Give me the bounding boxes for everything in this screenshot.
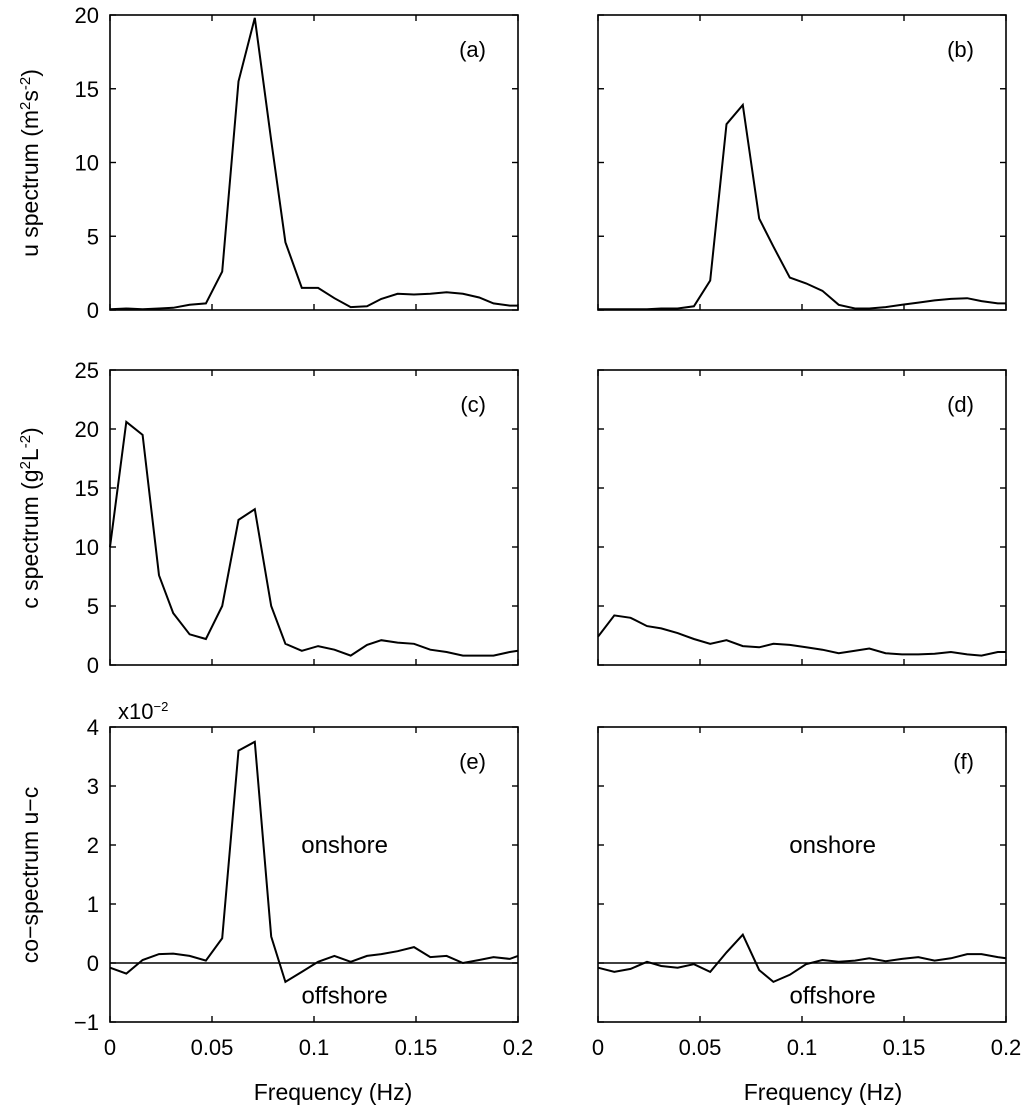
y-tick-label-c: 25 xyxy=(75,358,99,383)
panel-label-e: (e) xyxy=(459,749,486,774)
panel-frame-a xyxy=(109,14,519,311)
series-line-b xyxy=(598,102,1006,311)
y-tick-label-c: 5 xyxy=(87,594,99,619)
x-tick-label-e: 0.2 xyxy=(503,1035,534,1060)
y-tick-label-a: 15 xyxy=(75,77,99,102)
panel-frame-f xyxy=(597,726,1007,1023)
xlabel-right: Frequency (Hz) xyxy=(744,1079,902,1105)
y-tick-label-e: 1 xyxy=(87,892,99,917)
y-tick-label-a: 0 xyxy=(87,298,99,323)
annotation-offshore-e: offshore xyxy=(301,982,387,1009)
series-line-f xyxy=(597,932,1007,984)
y-tick-label-e: 4 xyxy=(87,715,99,740)
series-line-c xyxy=(109,420,519,657)
panel-label-c: (c) xyxy=(460,392,486,417)
y-tick-label-c: 0 xyxy=(87,653,99,678)
panel-label-f: (f) xyxy=(953,749,974,774)
scale-note: x10−2 xyxy=(118,699,168,724)
annotation-onshore-e: onshore xyxy=(301,832,388,859)
y-tick-label-e: 2 xyxy=(87,833,99,858)
panel-label-d: (d) xyxy=(947,392,974,417)
series-line-d xyxy=(597,614,1006,657)
annotation-offshore-f: offshore xyxy=(789,982,875,1009)
annotation-onshore-f: onshore xyxy=(789,832,876,859)
y-tick-label-e: 0 xyxy=(87,951,99,976)
panel-b: (b) xyxy=(597,14,1007,311)
x-tick-label-f: 0.15 xyxy=(883,1035,926,1060)
panel-frame-b xyxy=(597,14,1007,311)
x-tick-label-f: 0 xyxy=(592,1035,604,1060)
y-tick-label-a: 20 xyxy=(75,3,99,28)
x-tick-label-e: 0.1 xyxy=(299,1035,330,1060)
y-tick-label-c: 20 xyxy=(75,417,99,442)
y-tick-label-e: −1 xyxy=(74,1010,99,1035)
panel-frame-d xyxy=(597,369,1007,666)
ylabel-u-spectrum: u spectrum (m2s-2) xyxy=(17,69,43,257)
series-line-a xyxy=(109,17,518,311)
y-tick-label-a: 10 xyxy=(75,151,99,176)
y-tick-label-c: 15 xyxy=(75,476,99,501)
panel-label-b: (b) xyxy=(947,37,974,62)
panel-label-a: (a) xyxy=(459,37,486,62)
ylabel-c-spectrum: c spectrum (g2L-2) xyxy=(17,427,43,608)
panel-c: 0 5 10 15 20 25 (c) xyxy=(75,358,519,678)
x-tick-label-f: 0.1 xyxy=(787,1035,818,1060)
xlabel-left: Frequency (Hz) xyxy=(254,1079,412,1105)
panel-a: 0 5 10 15 20 (a) xyxy=(75,3,519,323)
x-tick-label-f: 0.05 xyxy=(679,1035,722,1060)
x-tick-label-e: 0 xyxy=(104,1035,116,1060)
panel-frame-c xyxy=(109,369,519,666)
y-tick-label-a: 5 xyxy=(87,224,99,249)
series-line-e xyxy=(109,740,519,984)
y-tick-label-e: 3 xyxy=(87,774,99,799)
x-tick-label-e: 0.15 xyxy=(395,1035,438,1060)
ylabel-co-spectrum: co−spectrum u−c xyxy=(17,787,43,963)
panel-d: (d) xyxy=(597,369,1007,666)
y-tick-label-c: 10 xyxy=(75,535,99,560)
x-tick-label-f: 0.2 xyxy=(991,1035,1022,1060)
panel-frame-e xyxy=(109,726,519,1023)
panel-f: 0 0.05 0.1 0.15 0.2 onshore offshore (f) xyxy=(592,726,1022,1060)
x-tick-label-e: 0.05 xyxy=(191,1035,234,1060)
